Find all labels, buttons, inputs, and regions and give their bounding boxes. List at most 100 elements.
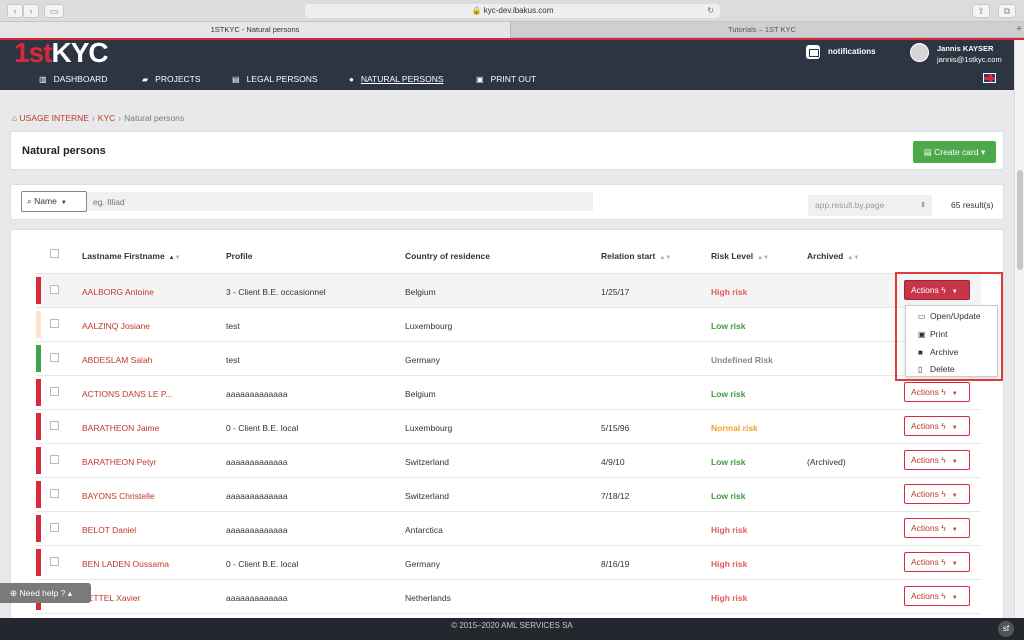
actions-button[interactable]: Actions ϟ ▼: [904, 280, 970, 300]
row-checkbox[interactable]: [50, 455, 59, 464]
caret-down-icon: ▼: [951, 289, 958, 295]
logo[interactable]: 1stKYC: [14, 38, 109, 68]
sidebar-toggle-icon[interactable]: ▭: [44, 4, 64, 18]
table-row[interactable]: BETTEL Xavier aaaaaaaaaaaaa Netherlands Hig…: [36, 580, 981, 614]
cell-name[interactable]: BETTEL Xavier: [82, 593, 141, 603]
nav-print-out[interactable]: ▣ PRINT OUT: [476, 73, 536, 86]
table-row[interactable]: BEN LADEN Oussama 0 - Client B.E. local Ge…: [36, 546, 981, 580]
results-per-page-select[interactable]: app.result.by.page ⇕: [808, 195, 932, 216]
help-button[interactable]: ⊕ Need help ? ▴: [0, 583, 91, 603]
actions-button[interactable]: Actions ϟ ▼: [904, 484, 970, 504]
menu-item-open-update[interactable]: ▭ Open/Update: [918, 311, 981, 321]
row-checkbox[interactable]: [50, 557, 59, 566]
col-archived[interactable]: Archived ▲▼: [807, 251, 859, 261]
sort-icon: ▲▼: [659, 255, 672, 261]
table-row[interactable]: ABDESLAM Salah test Germany Undefined Risk A…: [36, 342, 981, 376]
nav-label: PRINT OUT: [490, 74, 537, 84]
notifications-label: notifications: [828, 47, 876, 56]
notifications-button[interactable]: notifications: [806, 44, 876, 60]
nav-projects[interactable]: ▰ PROJECTS: [142, 73, 201, 86]
row-checkbox[interactable]: [50, 421, 59, 430]
language-flag-icon[interactable]: [983, 73, 996, 83]
cell-risk: Low risk: [711, 457, 746, 467]
cell-name[interactable]: BARATHEON Jaime: [82, 423, 160, 433]
cell-name[interactable]: AALZINQ Josiane: [82, 321, 151, 331]
user-name[interactable]: Jannis KAYSER: [937, 44, 994, 53]
nav-natural-persons[interactable]: ● NATURAL PERSONS: [349, 73, 444, 86]
search-field-select[interactable]: ⌕ Name ▼: [21, 191, 87, 212]
col-name[interactable]: Lastname Firstname ▲▼: [82, 251, 181, 261]
table-row[interactable]: AALBORG Antoine 3 - Client B.E. occasionn…: [36, 274, 981, 308]
actions-button[interactable]: Actions ϟ ▼: [904, 382, 970, 402]
symfony-icon[interactable]: sf: [998, 621, 1014, 637]
address-bar[interactable]: 🔒 kyc-dev.ibakus.com ↻: [305, 4, 720, 18]
cell-name[interactable]: BAYONS Christelle: [82, 491, 155, 501]
row-checkbox[interactable]: [50, 353, 59, 362]
menu-item-print[interactable]: ▣ Print: [918, 329, 947, 339]
menu-item-archive[interactable]: ■ Archive: [918, 347, 958, 357]
col-relation-start-label: Relation start: [601, 251, 656, 261]
cell-profile: aaaaaaaaaaaaa: [226, 525, 288, 535]
col-relation-start[interactable]: Relation start ▲▼: [601, 251, 671, 261]
row-checkbox[interactable]: [50, 523, 59, 532]
nav-label: PROJECTS: [155, 74, 201, 84]
annotation-highlight: [895, 272, 1003, 381]
nav-dashboard[interactable]: ▥ DASHBOARD: [39, 73, 107, 86]
row-checkbox[interactable]: [50, 387, 59, 396]
create-card-button[interactable]: ▤ Create card ▾: [913, 141, 996, 163]
table-row[interactable]: BAYONS Christelle aaaaaaaaaaaaa Switzerlan…: [36, 478, 981, 512]
table-row[interactable]: BELOT Daniel aaaaaaaaaaaaa Antarctica High …: [36, 512, 981, 546]
search-input[interactable]: [87, 192, 593, 211]
actions-button[interactable]: Actions ϟ ▼: [904, 518, 970, 538]
nav-legal-persons[interactable]: ▤ LEGAL PERSONS: [232, 73, 318, 86]
user-icon: ●: [349, 75, 354, 84]
actions-button[interactable]: Actions ϟ ▼: [904, 450, 970, 470]
cell-risk: Low risk: [711, 491, 746, 501]
row-checkbox[interactable]: [50, 319, 59, 328]
breadcrumb-usage-interne[interactable]: USAGE INTERNE: [19, 113, 89, 123]
browser-toolbar: ‹ › ▭ 🔒 kyc-dev.ibakus.com ↻ ⇧ ⧉: [0, 0, 1024, 22]
avatar[interactable]: [910, 43, 929, 62]
forward-button[interactable]: ›: [23, 4, 39, 18]
risk-indicator-bar: [36, 277, 41, 304]
actions-button[interactable]: Actions ϟ ▼: [904, 586, 970, 606]
home-icon[interactable]: ⌂: [12, 113, 18, 123]
per-page-label: app.result.by.page: [815, 200, 885, 210]
cell-name[interactable]: ABDESLAM Salah: [82, 355, 153, 365]
tab-tutorials[interactable]: Tutorials – 1ST KYC: [728, 25, 796, 34]
cell-archived: (Archived): [807, 457, 846, 467]
cell-name[interactable]: ACTIONS DANS LE P...: [82, 389, 173, 399]
row-checkbox[interactable]: [50, 285, 59, 294]
cell-name[interactable]: BEN LADEN Oussama: [82, 559, 169, 569]
reload-icon[interactable]: ↻: [707, 6, 714, 15]
breadcrumb-kyc[interactable]: KYC: [97, 113, 116, 123]
actions-button[interactable]: Actions ϟ ▼: [904, 552, 970, 572]
risk-indicator-bar: [36, 447, 41, 474]
cell-name[interactable]: AALBORG Antoine: [82, 287, 154, 297]
actions-button[interactable]: Actions ϟ ▼: [904, 416, 970, 436]
share-icon[interactable]: ⇧: [972, 4, 990, 18]
cell-name[interactable]: BELOT Daniel: [82, 525, 137, 535]
select-all-checkbox[interactable]: [50, 249, 59, 258]
row-checkbox[interactable]: [50, 489, 59, 498]
cell-country: Luxembourg: [405, 423, 453, 433]
risk-indicator-bar: [36, 379, 41, 406]
table-row[interactable]: BARATHEON Jaime 0 - Client B.E. local Luxe…: [36, 410, 981, 444]
new-tab-icon[interactable]: +: [1016, 24, 1022, 35]
cell-profile: 0 - Client B.E. local: [226, 423, 299, 433]
card-icon: ▭: [918, 312, 926, 321]
caret-down-icon: ▼: [60, 200, 67, 206]
page-scrollbar[interactable]: [1014, 40, 1024, 618]
tab-natural-persons[interactable]: 1STKYC - Natural persons: [0, 22, 511, 38]
table-row[interactable]: ACTIONS DANS LE P... aaaaaaaaaaaaa Belgium…: [36, 376, 981, 410]
cell-risk: High risk: [711, 287, 748, 297]
scrollbar-thumb[interactable]: [1017, 170, 1023, 270]
menu-item-delete[interactable]: ▯ Delete: [918, 364, 955, 374]
col-risk-level[interactable]: Risk Level ▲▼: [711, 251, 769, 261]
user-email: jannis@1stkyc.com: [937, 55, 1002, 64]
cell-name[interactable]: BARATHEON Petyr: [82, 457, 157, 467]
back-button[interactable]: ‹: [7, 4, 23, 18]
tabs-overview-icon[interactable]: ⧉: [998, 4, 1016, 18]
table-row[interactable]: BARATHEON Petyr aaaaaaaaaaaaa Switzerland 4…: [36, 444, 981, 478]
